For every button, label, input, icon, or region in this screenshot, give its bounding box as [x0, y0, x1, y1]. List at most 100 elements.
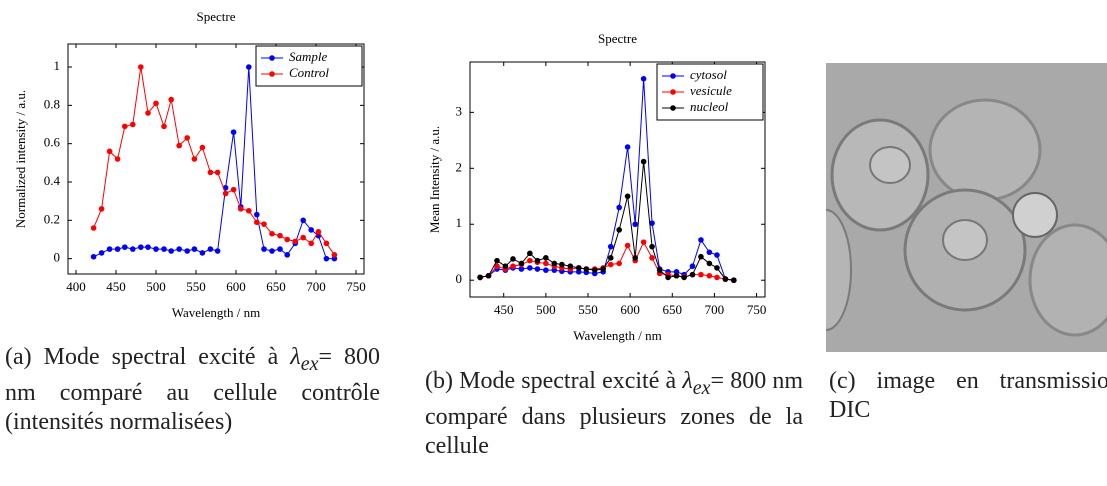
data-point [300, 234, 307, 241]
data-point [714, 274, 720, 281]
data-point [551, 267, 558, 273]
data-point [207, 246, 214, 252]
data-point [485, 272, 492, 279]
data-point [607, 243, 614, 250]
data-point [616, 227, 622, 233]
data-point [161, 123, 167, 130]
caption-a: (a) Mode spectral excité à λex= 800 nm c… [5, 343, 380, 437]
caption-sub: ex [692, 376, 711, 399]
data-point [284, 252, 291, 258]
data-point [640, 158, 647, 165]
x-tick-label: 450 [106, 279, 126, 294]
data-point [706, 249, 713, 256]
data-point [191, 246, 198, 252]
data-point [624, 144, 631, 150]
data-point [543, 260, 549, 267]
data-point [689, 263, 696, 270]
data-point [130, 121, 136, 128]
data-point [269, 248, 275, 254]
data-point [518, 266, 525, 272]
data-point [731, 277, 737, 284]
data-point [714, 265, 720, 271]
data-point [138, 64, 144, 70]
data-point [527, 265, 533, 271]
data-point [292, 238, 299, 245]
caption-sub: ex [300, 352, 319, 375]
data-point [122, 123, 128, 130]
data-point [153, 100, 159, 107]
data-point [114, 246, 121, 252]
data-point [168, 96, 174, 103]
y-tick-label: 1 [456, 215, 463, 230]
x-tick-label: 550 [186, 279, 206, 294]
x-tick-label: 750 [747, 302, 767, 317]
data-point [323, 240, 330, 247]
data-point [114, 156, 121, 162]
data-point [184, 135, 190, 141]
data-point [656, 267, 663, 273]
data-point [331, 252, 338, 258]
data-point [698, 237, 704, 243]
caption-text: (a) Mode spectral excité à [5, 344, 279, 370]
data-point [477, 274, 483, 281]
y-tick-label: 3 [456, 103, 463, 118]
data-point [214, 248, 221, 254]
y-tick-label: 0.8 [44, 96, 60, 111]
data-point [207, 169, 214, 176]
data-point [106, 148, 113, 155]
data-point [199, 250, 206, 256]
data-point [494, 257, 500, 264]
y-tick-label: 0 [456, 271, 463, 286]
data-point [176, 246, 182, 252]
x-tick-label: 400 [66, 279, 86, 294]
caption-c-wrap: (c) image en transmission DIC [829, 367, 1107, 477]
data-point [261, 221, 267, 227]
data-point [649, 255, 655, 261]
caption-text: = 800 nm comparé au cellule contrôle (in… [5, 344, 381, 435]
data-point [681, 274, 687, 281]
data-point [98, 206, 105, 212]
data-point [230, 129, 237, 135]
data-point [253, 211, 260, 218]
data-point [246, 207, 252, 214]
x-tick-label: 600 [226, 279, 246, 294]
data-point [706, 272, 713, 279]
data-point [616, 204, 622, 211]
x-tick-label: 700 [705, 302, 725, 317]
data-point [649, 243, 655, 250]
data-point [640, 239, 647, 245]
data-point [698, 271, 704, 278]
data-point [624, 193, 631, 200]
data-point [168, 248, 174, 254]
data-point [191, 156, 198, 162]
y-tick-label: 0.4 [44, 173, 61, 188]
x-tick-label: 500 [146, 279, 166, 294]
data-point [253, 219, 260, 226]
legend-marker [269, 55, 275, 61]
data-point [640, 75, 647, 82]
legend-marker [670, 105, 676, 111]
data-point [575, 265, 582, 271]
legend-marker [670, 89, 676, 95]
data-point [607, 261, 614, 268]
plot-frame [67, 43, 365, 275]
data-point [269, 230, 275, 237]
x-tick-label: 550 [578, 302, 598, 317]
data-point [246, 64, 252, 70]
caption-c: (c) image en transmission DIC [829, 367, 1107, 425]
data-point [145, 110, 151, 116]
data-point [176, 142, 182, 149]
legend-label: Control [289, 65, 329, 80]
data-point [714, 252, 720, 258]
data-point [90, 225, 97, 231]
data-point [230, 186, 237, 193]
data-point [510, 263, 516, 270]
legend-label: nucleol [690, 99, 729, 114]
data-point [616, 260, 622, 267]
data-point [600, 266, 606, 272]
data-point [238, 206, 244, 212]
data-point [689, 271, 696, 278]
data-point [184, 248, 190, 254]
